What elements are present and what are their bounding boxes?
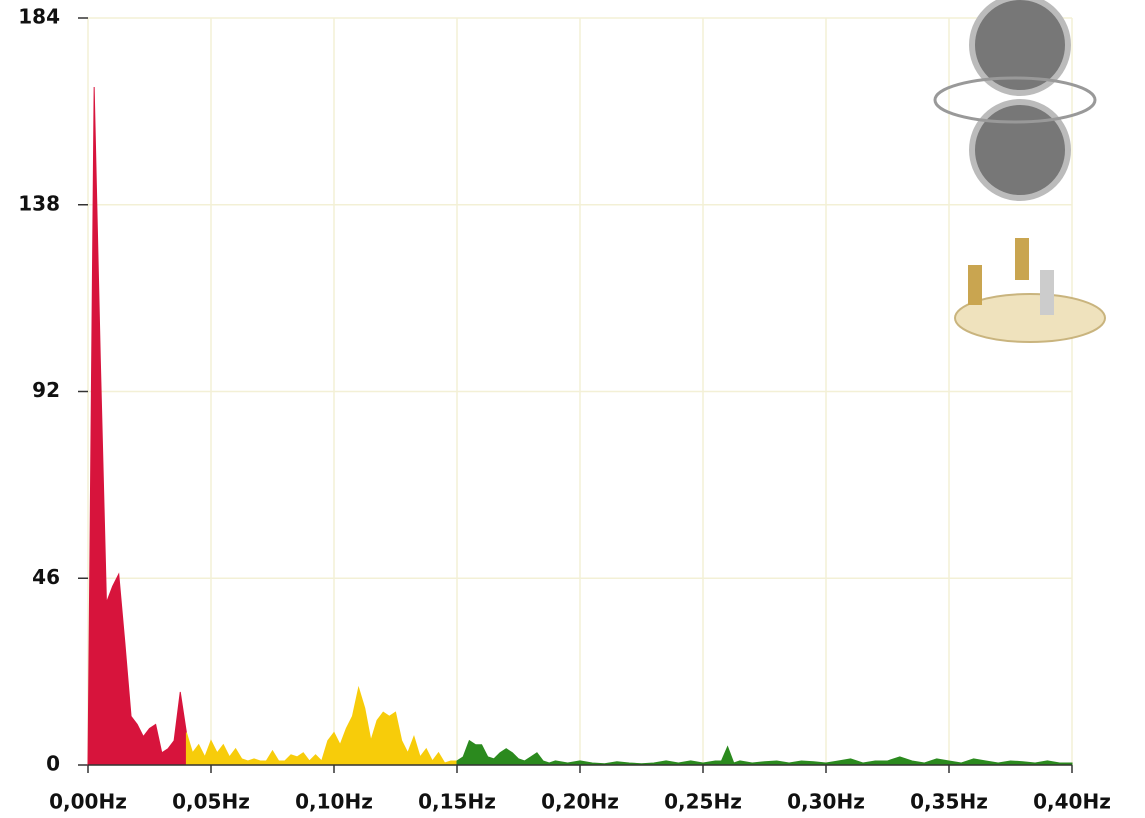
post [968, 265, 982, 305]
x-tick-label: 0,05Hz [172, 790, 250, 814]
y-tick-label: 184 [18, 5, 60, 29]
post [1015, 238, 1029, 280]
area [87, 87, 187, 766]
y-tick-label: 138 [18, 191, 60, 215]
x-tick-label: 0,00Hz [49, 790, 127, 814]
x-tick-label: 0,35Hz [910, 790, 988, 814]
base-plate [954, 293, 1106, 343]
x-tick-label: 0,25Hz [664, 790, 742, 814]
sphere [969, 0, 1071, 96]
y-tick-label: 92 [32, 378, 60, 402]
x-tick-label: 0,30Hz [787, 790, 865, 814]
x-tick-label: 0,10Hz [295, 790, 373, 814]
y-tick-label: 46 [32, 565, 60, 589]
x-tick-label: 0,15Hz [418, 790, 496, 814]
y-tick-label: 0 [46, 752, 60, 776]
x-tick-label: 0,40Hz [1033, 790, 1111, 814]
area [185, 685, 458, 766]
sphere [969, 99, 1071, 201]
post [1040, 270, 1054, 315]
area [456, 739, 1073, 766]
ring [933, 76, 1097, 124]
device-illustration [933, 0, 1106, 343]
x-tick-label: 0,20Hz [541, 790, 619, 814]
